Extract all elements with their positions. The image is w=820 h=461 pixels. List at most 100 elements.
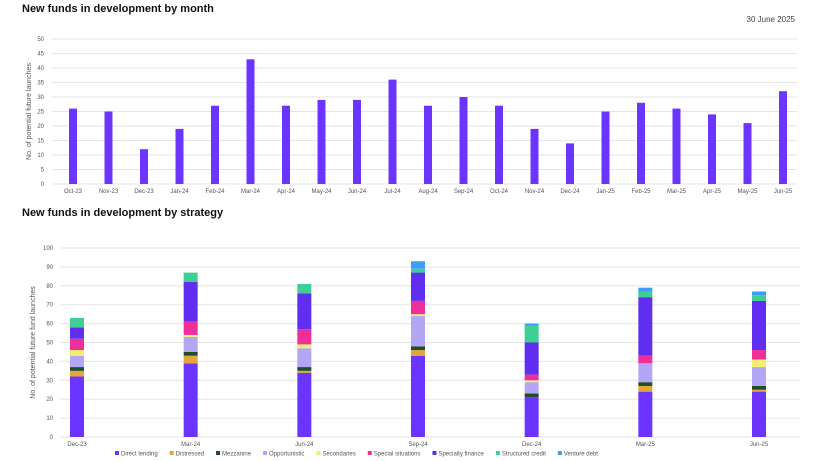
x-tick-label: Sep-24: [408, 442, 428, 448]
bar: [530, 128, 539, 184]
stacked-bar-segment: [411, 355, 425, 437]
x-tick-label: Sep-24: [454, 189, 474, 195]
y-tick-label: 80: [46, 284, 53, 290]
stacked-bar-segment: [411, 346, 425, 351]
y-tick-label: 0: [41, 182, 45, 188]
bar: [566, 143, 574, 184]
stacked-bar-segment: [183, 321, 198, 335]
stacked-bar-segment: [638, 291, 653, 298]
legend-swatch: [557, 451, 562, 455]
legend-label: Opportunistic: [269, 452, 304, 458]
legend-swatch: [115, 451, 119, 455]
legend-label: Mezzanine: [222, 452, 252, 458]
y-tick-label: 30: [46, 378, 53, 384]
y-tick-label: 45: [37, 52, 44, 58]
stacked-bar-segment: [297, 344, 312, 349]
stacked-bar-segment: [411, 350, 425, 356]
x-tick-label: Jun-25: [750, 442, 769, 448]
x-tick-label: Mar-24: [181, 442, 201, 448]
stacked-bar-segment: [752, 291, 766, 296]
stacked-bar-segment: [638, 363, 653, 383]
legend-label: Direct lending: [121, 452, 158, 458]
stacked-bar-segment: [70, 376, 84, 437]
stacked-bar-segment: [411, 268, 425, 273]
stacked-bar-segment: [752, 295, 766, 301]
bar: [140, 149, 148, 184]
bar: [637, 102, 645, 184]
stacked-bar-segment: [752, 350, 766, 360]
x-tick-label: Dec-24: [522, 442, 542, 448]
stacked-bar-segment: [524, 323, 539, 326]
x-tick-label: Jun-24: [348, 189, 367, 195]
x-tick-label: Feb-25: [631, 189, 651, 195]
legend-swatch: [367, 451, 372, 455]
y-axis-label: No. of potential future fund launches: [30, 286, 37, 399]
x-tick-label: Jan-24: [170, 189, 189, 195]
stacked-bar-segment: [524, 342, 539, 375]
stacked-bar-segment: [524, 393, 539, 398]
y-tick-label: 100: [43, 246, 54, 252]
y-tick-label: 30: [37, 95, 44, 101]
x-tick-label: Nov-24: [525, 189, 545, 195]
legend-label: Venture debt: [564, 452, 598, 458]
y-tick-label: 10: [37, 153, 44, 159]
stacked-bar-segment: [752, 391, 766, 437]
y-tick-label: 0: [50, 435, 54, 441]
stacked-bar-segment: [70, 367, 84, 371]
stacked-bar-segment: [524, 325, 539, 343]
x-tick-label: Mar-25: [667, 189, 687, 195]
legend-swatch: [432, 451, 437, 455]
y-tick-label: 60: [46, 322, 53, 328]
stacked-bar-segment: [297, 367, 312, 371]
x-tick-label: Jan-25: [596, 189, 615, 195]
bar: [246, 59, 255, 184]
x-tick-label: May-25: [737, 189, 758, 195]
legend-swatch: [316, 451, 321, 455]
report-date: 30 June 2025: [746, 15, 796, 24]
bar: [459, 97, 468, 184]
bar: [175, 128, 184, 184]
y-tick-label: 10: [46, 416, 53, 422]
y-tick-label: 50: [46, 341, 53, 347]
x-tick-label: Jun-25: [774, 189, 793, 195]
legend-label: Special situations: [374, 452, 421, 458]
legend-label: Distressed: [176, 452, 204, 458]
stacked-bar-segment: [411, 261, 425, 269]
stacked-bar-segment: [638, 391, 653, 437]
stacked-bar-segment: [183, 282, 198, 322]
stacked-bar-segment: [183, 363, 198, 437]
stacked-bar-segment: [70, 327, 84, 339]
y-tick-label: 70: [46, 303, 53, 309]
stacked-bar-segment: [70, 350, 84, 356]
x-tick-label: Mar-24: [241, 189, 261, 195]
bar: [282, 105, 290, 184]
stacked-bar-segment: [297, 370, 312, 373]
x-tick-label: May-24: [311, 189, 332, 195]
x-tick-label: Apr-24: [277, 189, 296, 195]
y-tick-label: 50: [37, 37, 44, 43]
x-tick-label: Jul-24: [384, 189, 401, 195]
stacked-bar-segment: [183, 355, 198, 364]
stacked-bar-segment: [411, 316, 425, 347]
stacked-bar-segment: [183, 336, 198, 352]
stacked-bar-segment: [411, 314, 425, 317]
bar: [388, 79, 397, 184]
x-tick-label: Aug-24: [418, 189, 438, 195]
legend-label: Secondaries: [322, 452, 355, 458]
stacked-bar-segment: [752, 359, 766, 368]
y-tick-label: 35: [37, 81, 44, 87]
stacked-bar-segment: [297, 283, 312, 294]
bar: [424, 105, 432, 184]
y-tick-label: 20: [37, 124, 44, 130]
stacked-bar-segment: [183, 351, 198, 356]
legend-swatch: [495, 451, 500, 455]
stacked-bar-segment: [638, 382, 653, 386]
stacked-bar-segment: [752, 385, 766, 390]
x-tick-label: Apr-25: [703, 189, 722, 195]
strategy-chart-title: New funds in development by strategy: [22, 207, 224, 219]
bar: [601, 111, 610, 184]
legend-label: Structured credit: [502, 452, 546, 458]
stacked-bar-segment: [411, 300, 425, 315]
stacked-bar-segment: [638, 385, 653, 392]
stacked-bar-segment: [752, 300, 766, 351]
